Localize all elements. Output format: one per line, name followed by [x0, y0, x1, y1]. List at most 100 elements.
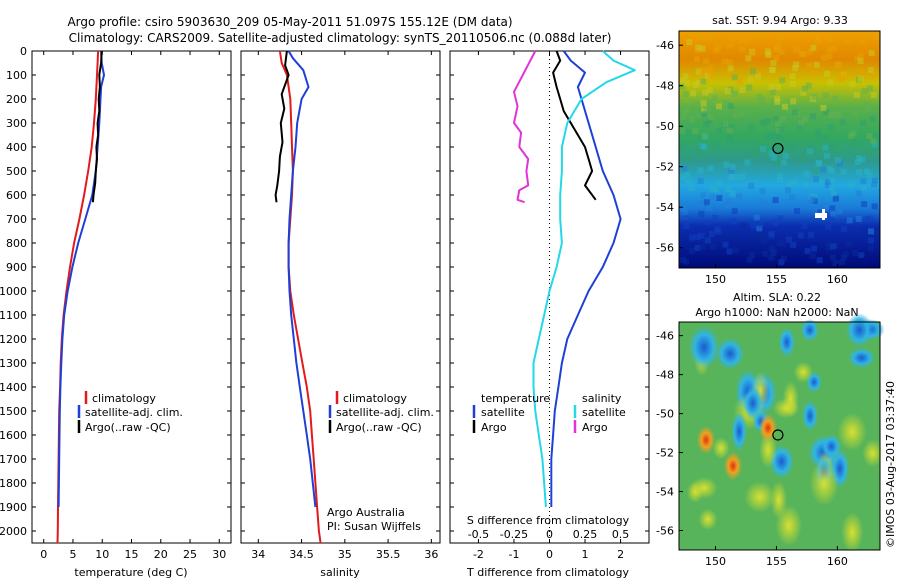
sst-pixel [684, 155, 691, 161]
salinity-axis-ticks: 34 34.5 35 35.5 36 [241, 50, 440, 561]
legend-title-temperature: temperature [481, 392, 550, 405]
sst-pixel [839, 119, 846, 126]
sst-pixel [872, 177, 878, 184]
sst-pixel [836, 61, 842, 68]
sst-pixel [857, 75, 864, 82]
sla-anomaly [772, 398, 800, 419]
sst-pixel [683, 105, 690, 112]
sst-argo-marker [772, 142, 784, 155]
x2-tick-label: -0.5 [468, 528, 489, 541]
x2-tick-label: 0.5 [612, 528, 630, 541]
sst-pixel [688, 247, 695, 254]
sst-pixel [785, 236, 792, 243]
x-tick-label: 20 [154, 548, 168, 561]
sst-pixel [845, 241, 852, 247]
white-patch [815, 213, 827, 218]
map-x-tick-label: 160 [827, 555, 848, 568]
sla-anomaly [744, 481, 775, 513]
sst-pixel [768, 231, 775, 237]
sst-pixel [679, 143, 685, 150]
sst-pixel [695, 68, 702, 75]
legend-label-temperature-argo: Argo [481, 421, 507, 434]
sst-pixel [866, 133, 873, 140]
sst-pixel [703, 121, 710, 128]
sst-pixel [723, 161, 730, 168]
sst-pixel [713, 47, 720, 54]
sst-pixel [700, 100, 707, 107]
sst-pixel [781, 103, 788, 110]
sst-pixel [793, 46, 800, 53]
sst-pixel [836, 160, 843, 167]
sst-pixel [756, 225, 763, 232]
sst-pixel [844, 38, 851, 45]
sst-pixel [873, 34, 880, 41]
sst-pixel [811, 69, 817, 76]
sst-pixel [816, 134, 823, 141]
sst-pixel [780, 115, 786, 122]
sst-pixel [729, 174, 736, 181]
sst-pixel [738, 110, 745, 117]
sst-pixel [858, 53, 865, 60]
sst-pixel [823, 109, 830, 115]
sst-pixel [860, 178, 867, 185]
sst-pixel [754, 32, 761, 39]
sst-pixel [706, 118, 713, 125]
sst-pixel [682, 109, 689, 116]
sst-pixel [770, 59, 777, 66]
map-y-tick-label: -46 [656, 330, 674, 343]
sst-pixel [703, 58, 710, 65]
sst-pixel [827, 112, 834, 119]
sst-pixel [807, 48, 814, 55]
sst-pixel [777, 215, 784, 222]
sst-pixel [834, 157, 841, 164]
temperature-xlabel: temperature (deg C) [74, 566, 187, 579]
sst-pixel [820, 104, 827, 111]
sst-pixel [700, 67, 706, 74]
sst-pixel [679, 127, 686, 134]
sst-pixel [798, 50, 805, 57]
sst-pixel [727, 127, 733, 134]
sst-pixel [781, 255, 787, 262]
series-line-satellite-adj-clim [287, 50, 317, 508]
sst-pixel [744, 159, 751, 166]
sst-pixel [826, 46, 833, 53]
sst-pixel [824, 70, 831, 77]
y-tick-label: 1000 [0, 285, 27, 298]
sst-pixel [697, 167, 704, 174]
temperature-legend: climatology satellite-adj. clim. Argo(..… [77, 391, 183, 434]
y-tick-label: 1300 [0, 357, 27, 370]
sst-pixel [724, 87, 731, 94]
sst-pixel [724, 201, 731, 208]
sst-pixel [764, 48, 771, 55]
t-difference-xlabel: T difference from climatology [466, 566, 629, 579]
sst-pixel [705, 33, 712, 40]
sst-pixel [722, 121, 729, 128]
sst-pixel [869, 115, 876, 122]
legend-label-climatology: climatology [92, 392, 156, 405]
salinity-legend: climatology satellite-adj. clim. Argo(..… [328, 391, 434, 434]
sst-pixel [753, 214, 760, 221]
sst-pixel [787, 181, 794, 188]
sst-pixel [867, 215, 874, 222]
sst-pixel [769, 66, 776, 73]
sst-pixel [870, 92, 877, 99]
sst-pixel [750, 68, 757, 75]
sst-pixel [692, 82, 699, 89]
sst-pixel [866, 149, 873, 156]
sst-pixel [806, 62, 813, 69]
sst-pixel [857, 58, 864, 65]
sst-pixel [709, 194, 716, 201]
sst-pixel [729, 190, 736, 197]
y-tick-label: 2000 [0, 525, 27, 538]
sst-pixel [838, 259, 845, 265]
sst-pixel [851, 139, 858, 146]
sla-argo-marker [772, 429, 784, 441]
sst-pixel [774, 98, 781, 105]
y-tick-label: 1900 [0, 501, 27, 514]
x-tick-label: -2 [473, 548, 484, 561]
sst-pixel [785, 187, 791, 194]
x-tick-label: 10 [95, 548, 109, 561]
sst-pixel [774, 95, 781, 102]
sst-pixel [704, 106, 711, 113]
x-tick-label: 35 [338, 548, 352, 561]
